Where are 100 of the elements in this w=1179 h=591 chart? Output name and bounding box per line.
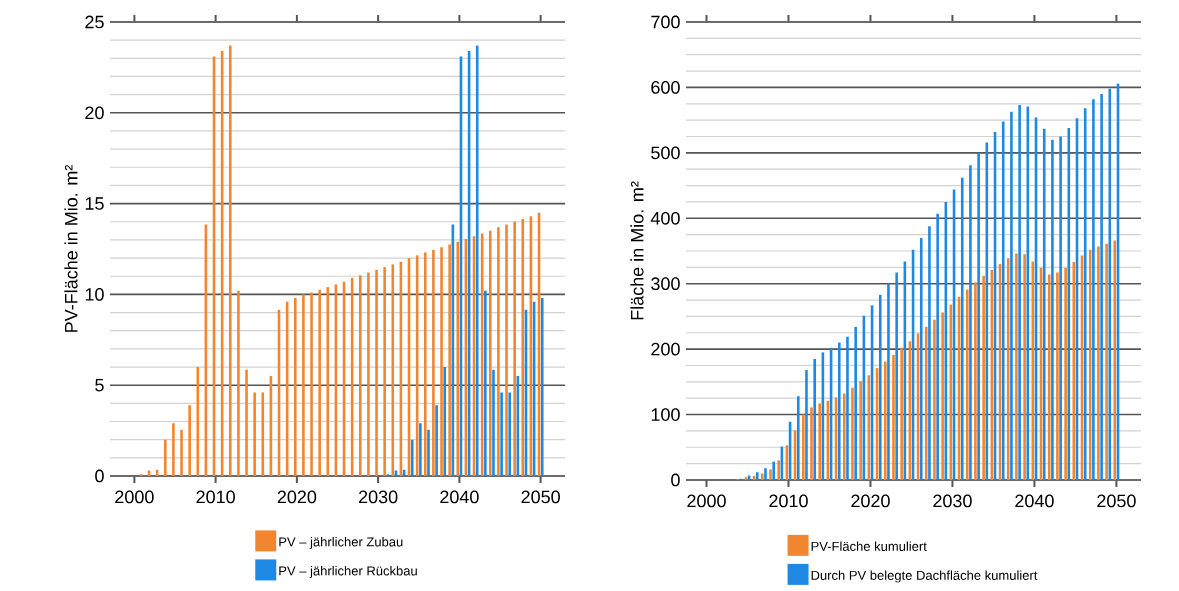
bar [302,294,305,476]
bar [1047,274,1051,480]
y-tick-label: 0 [671,473,680,487]
y-axis-title: Fläche in Mio. m² [630,181,644,320]
bar [237,290,240,476]
bar [933,319,936,480]
bar [188,405,191,476]
x-tick-label: 2050 [521,490,560,504]
legend-label: Durch PV belegte Dachfläche kumuliert [811,570,1038,583]
bar [1105,243,1108,480]
bar [965,289,969,480]
x-tick-label: 2030 [933,494,972,508]
bar [969,165,972,480]
bar [941,312,944,480]
bar [1056,272,1059,480]
bar [475,45,479,476]
bar [497,227,500,476]
bar [1018,105,1021,480]
y-axis-title: PV-Fläche in Mio. m² [64,165,78,332]
y-tick-label: 100 [651,408,680,421]
bar [974,282,977,480]
bar [1100,93,1103,480]
bar [1010,111,1013,480]
y-tick-label: 10 [85,288,104,301]
bar [456,241,460,476]
bar [1001,121,1005,480]
bar [1051,139,1054,480]
y-tick-label: 400 [650,211,680,225]
y-tick-label: 500 [651,146,680,160]
bar [383,267,386,476]
x-tick-label: 2010 [196,490,235,504]
legend-label: PV – jährlicher Rückbau [279,565,417,579]
x-tick-label: 2030 [359,490,398,504]
bar [851,387,854,480]
y-tick-label: 0 [95,469,104,483]
bar [1097,246,1100,480]
bar [375,269,378,476]
bar [492,369,495,476]
bar [982,275,985,480]
y-tick-label: 15 [85,197,104,210]
legend-label: PV – jährlicher Zubau [279,536,403,550]
bar [508,392,512,476]
bar [928,226,931,480]
bar [500,392,503,476]
bar [777,460,780,480]
bar [196,367,200,476]
bar [513,221,516,476]
bar [805,370,808,480]
bar [801,414,805,480]
bar [261,392,265,476]
bar [764,468,767,480]
bar [810,407,813,480]
bar [1092,99,1095,480]
bar [180,429,183,476]
bar [859,381,862,480]
bar [293,298,297,476]
bar [883,361,887,480]
bar [1064,268,1067,480]
bar [887,283,890,480]
bar [310,292,313,476]
x-tick-label: 2050 [1097,494,1136,508]
bar [326,287,330,476]
bar [521,219,525,476]
bar [772,461,775,480]
bar [432,249,435,476]
bar [837,342,841,480]
bar [769,469,772,480]
bar [253,392,256,476]
y-tick-label: 600 [651,81,680,94]
bar [1006,258,1010,480]
bar [1015,253,1018,480]
y-tick-label: 25 [85,15,104,29]
bar [760,473,764,480]
bar [540,298,544,476]
bar [172,423,175,476]
bar [505,224,508,476]
x-tick-label: 2040 [1015,494,1054,508]
bar [443,367,447,476]
bar [924,326,928,480]
bar [1083,108,1087,480]
bar [391,264,395,476]
y-tick-label: 20 [85,106,104,120]
x-tick-label: 2020 [851,494,890,508]
bar [842,393,846,480]
bar [755,472,759,480]
bar [448,244,451,476]
bar [419,423,422,476]
bar [854,326,857,480]
y-tick-label: 700 [651,15,680,29]
bar [367,272,370,476]
bar [318,289,321,476]
bar [163,439,167,476]
bar [936,213,939,480]
x-tick-label: 2040 [440,490,479,504]
bar [228,45,232,476]
bar [818,403,821,480]
bar [796,396,800,480]
bar [440,247,443,476]
x-tick-label: 2010 [769,494,808,508]
legend-label: PV-Fläche kumuliert [811,541,927,551]
